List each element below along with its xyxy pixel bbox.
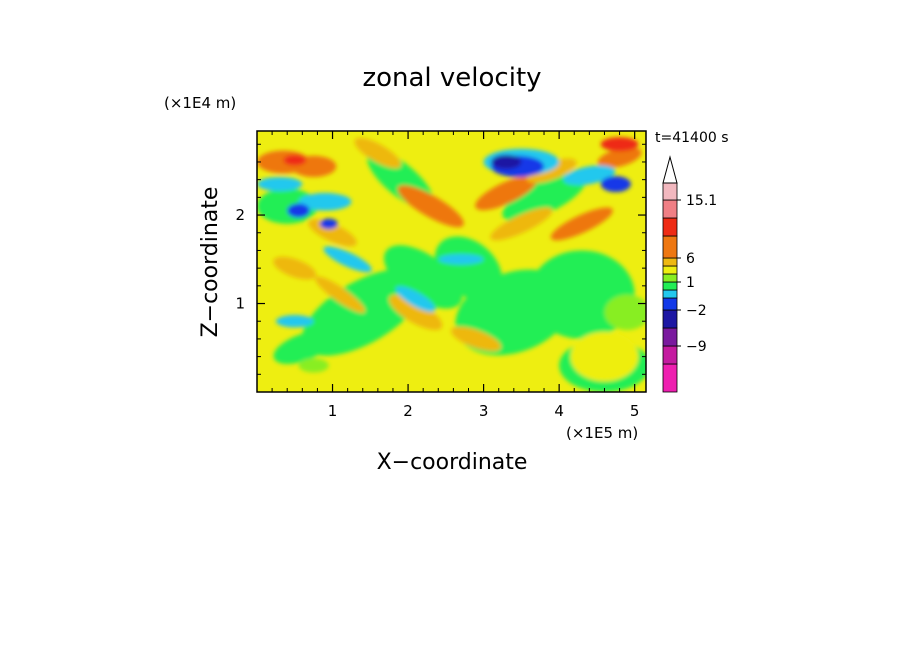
contour-patch [283,154,307,166]
colorbar: 15.1 6 1 −2 −9 [662,155,717,393]
x-axis: 1 2 3 4 5 [271,131,640,420]
colorbar-tick-label: −2 [686,303,707,319]
colorbar-segment [662,363,678,393]
colorbar-segment [662,327,678,347]
colorbar-segment [662,217,678,237]
colorbar-tick-label: −9 [686,339,707,355]
contour-patch [604,294,646,331]
x-tick-label: 2 [403,402,413,420]
colorbar-segment [662,281,678,291]
colorbar-segment [662,297,678,311]
colorbar-segment [662,345,678,365]
contour-patch [397,185,464,228]
contour-patch [600,137,639,152]
chart-title: zonal velocity [362,63,541,93]
contour-patch [388,294,443,331]
colorbar-tick-label: 15.1 [686,193,717,209]
time-label: t=41400 s [655,130,729,146]
contour-patch [550,207,613,241]
contour-patch [451,326,502,352]
colorbar-segment [662,235,678,259]
contour-patch [354,137,402,169]
colorbar-segment [662,265,678,275]
x-tick-label: 4 [554,402,564,420]
contour-patch [438,253,484,265]
y-tick-label: 1 [235,295,245,313]
colorbar-segment [662,309,678,329]
contour-patch [600,176,631,193]
contour-patch [563,165,616,186]
colorbar-segment [662,273,678,283]
contour-patch [490,207,553,241]
y-scale-label: (×1E4 m) [164,94,236,112]
contour-patch [597,147,642,168]
x-scale-label: (×1E5 m) [566,424,638,442]
contour-patch [319,218,338,230]
colorbar-segment [662,199,678,219]
colorbar-tick-label: 6 [686,251,695,267]
contour-patch [273,256,317,280]
x-axis-label: X−coordinate [377,450,528,475]
contour-patch [315,276,366,313]
contour-patch [275,315,314,328]
plot-frame [256,130,647,393]
colorbar-segment [662,182,678,201]
contour-patch [475,175,538,211]
contour-patch [287,203,310,218]
y-tick-label: 2 [235,206,245,224]
contour-patch [502,173,586,222]
colorbar-segment [662,257,678,267]
contour-patch [434,236,503,300]
y-axis: 12 [235,143,646,375]
colorbar-tick-label: 1 [686,275,695,291]
contour-patch [323,246,372,273]
x-tick-label: 1 [328,402,338,420]
contour-patch [395,286,436,312]
contour-patch [257,177,303,192]
colorbar-extend-arrow [662,155,678,184]
x-tick-label: 5 [630,402,640,420]
contour-patch [570,331,639,382]
x-tick-label: 3 [479,402,489,420]
contour-patch [526,158,577,184]
contour-patch [298,358,329,373]
contour-patch [273,331,332,364]
heatmap-contours [257,137,646,392]
colorbar-segment [662,289,678,299]
contour-patch [491,154,522,170]
y-axis-label: Z−coordinate [198,187,223,338]
contour-patch [383,245,463,309]
contour-patch [298,192,352,211]
heatmap-field [257,131,646,392]
